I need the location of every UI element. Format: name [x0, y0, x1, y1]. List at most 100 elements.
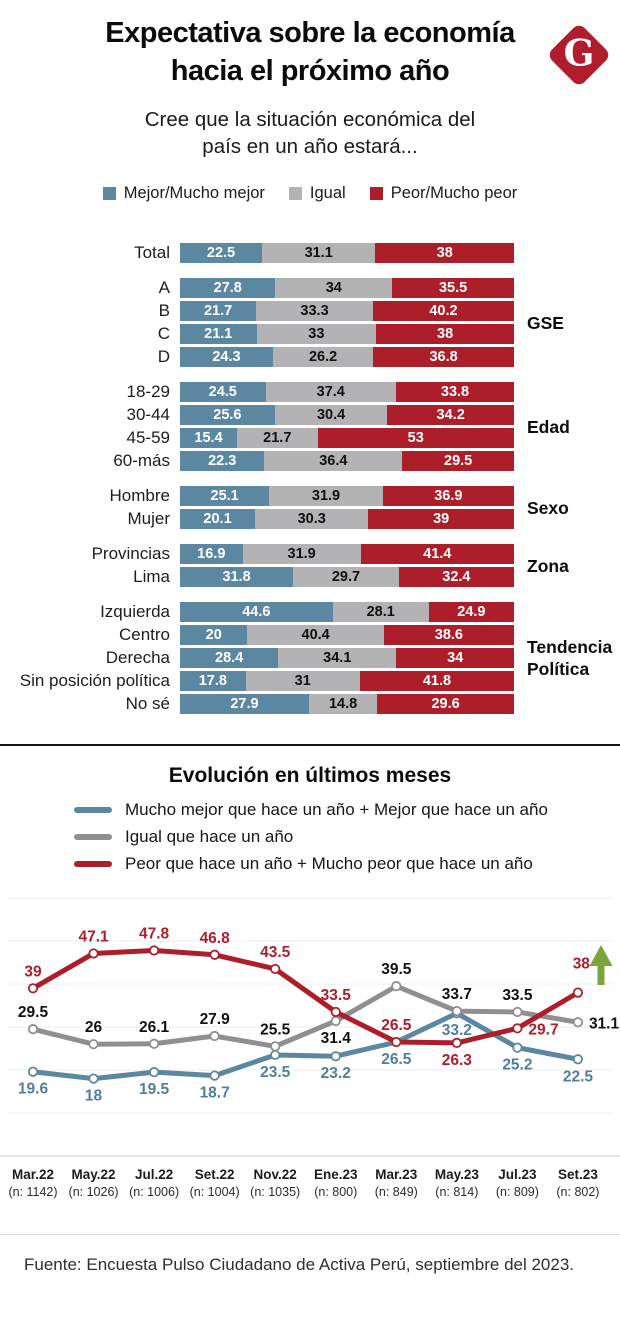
bar-track: 27.9 14.8 29.6: [180, 694, 514, 714]
bar-segment: 41.8: [359, 671, 514, 691]
x-tick-label: Mar.23: [375, 1167, 418, 1182]
group-label: Zona: [527, 555, 569, 576]
bar-segment: 27.9: [180, 694, 309, 714]
line-legend-item: Peor que hace un año + Mucho peor que ha…: [74, 854, 620, 874]
bar-segment: 35.5: [392, 278, 514, 298]
data-point: [149, 945, 160, 956]
data-point: [88, 1039, 99, 1050]
up-arrow-icon: [589, 945, 613, 985]
bar-segment: 36.8: [373, 347, 514, 367]
bar-segment: 27.8: [180, 278, 276, 298]
bar-track: 16.9 31.9 41.4: [180, 544, 514, 564]
legend-item: Peor/Mucho peor: [369, 184, 517, 203]
bar-segment: 29.6: [377, 694, 514, 714]
bar-row: Lima 31.8 29.7 32.4: [8, 567, 514, 587]
bar-row: Izquierda 44.6 28.1 24.9: [8, 602, 514, 622]
bar-track: 21.7 33.3 40.2: [180, 301, 514, 321]
category-label: No sé: [125, 694, 170, 713]
line-legend-item: Mucho mejor que hace un año + Mejor que …: [74, 800, 620, 820]
bar-segment: 53: [317, 428, 514, 448]
category-label: A: [158, 278, 170, 297]
bar-segment: 21.7: [180, 301, 257, 321]
bar-segment: 24.9: [428, 602, 514, 622]
data-point: [330, 1015, 341, 1027]
bar-segment: 33.8: [396, 382, 514, 402]
bar-value: 15.4: [194, 430, 223, 446]
data-point: [209, 1070, 220, 1081]
bar-segment: 40.2: [372, 301, 514, 321]
data-value-label: 18.7: [200, 1085, 230, 1102]
x-tick-n-label: (n: 1026): [69, 1185, 119, 1199]
bar-group: Total 22.5 31.1 38: [8, 243, 614, 263]
data-value-label: 19.5: [139, 1081, 170, 1098]
data-value-label: 25.5: [260, 1021, 291, 1038]
bar-segment: 44.6: [180, 602, 333, 622]
section-divider: [0, 744, 620, 746]
bar-row: Total 22.5 31.1 38: [8, 243, 514, 263]
bar-segment: 24.5: [180, 382, 266, 402]
x-tick-n-label: (n: 1035): [250, 1185, 300, 1199]
data-value-label: 47.1: [78, 928, 109, 945]
bar-row: A 27.8 34 35.5: [8, 278, 514, 298]
bar-group: Izquierda 44.6 28.1 24.9 Centro 20 40.4 38.6 Der…: [8, 602, 614, 714]
source-note: Fuente: Encuesta Pulso Ciudadano de Acti…: [24, 1255, 575, 1274]
bar-value: 32.4: [442, 569, 471, 585]
bar-track: 44.6 28.1 24.9: [180, 602, 514, 622]
bar-row: Provincias 16.9 31.9 41.4: [8, 544, 514, 564]
data-point: [270, 1049, 281, 1061]
bar-value: 33.8: [440, 384, 470, 400]
line-legend-label: Peor que hace un año + Mucho peor que ha…: [125, 854, 533, 873]
bar-segment: 25.1: [180, 486, 270, 506]
subtitle: Cree que la situación económica del país…: [144, 108, 476, 158]
bar-value: 33.3: [300, 303, 329, 319]
data-point: [27, 983, 39, 994]
bar-value: 29.6: [431, 696, 460, 712]
data-point: [27, 1066, 39, 1077]
category-label: Mujer: [127, 509, 170, 528]
bar-segment: 16.9: [180, 544, 243, 564]
data-point: [451, 1037, 462, 1049]
bar-segment: 26.2: [272, 347, 374, 367]
x-tick-n-label: (n: 814): [435, 1185, 478, 1199]
bar-segment: 32.4: [398, 567, 514, 587]
category-label: C: [157, 324, 170, 343]
bar-rows: Total 22.5 31.1 38: [8, 243, 514, 263]
legend-swatch-icon: [369, 187, 383, 200]
bar-segment: 33: [256, 324, 377, 344]
bar-segment: 38: [375, 243, 514, 263]
bar-value: 20: [205, 627, 222, 643]
bar-value: 21.1: [204, 326, 233, 342]
bar-value: 26.2: [308, 349, 338, 365]
bar-segment: 21.1: [180, 324, 257, 344]
data-value-label: 33.2: [442, 1022, 472, 1039]
bar-segment: 41.4: [360, 544, 514, 564]
bar-value: 38: [436, 245, 453, 261]
stacked-bar-chart: Total 22.5 31.1 38 A 27.8 34 35.5 B 21.7 33.3 40.2 C…: [8, 243, 614, 714]
data-point: [572, 1054, 584, 1065]
category-label: D: [157, 347, 170, 366]
bar-track: 17.8 31 41.8: [180, 671, 514, 691]
bar-segment: 31.9: [269, 486, 383, 506]
bar-value: 44.6: [242, 604, 271, 620]
bar-value: 30.3: [297, 511, 326, 527]
legend-item: Igual: [288, 184, 346, 203]
data-point: [512, 1023, 523, 1034]
data-value-label: 25.2: [502, 1057, 532, 1074]
bar-segment: 34: [275, 278, 393, 298]
bar-track: 15.4 21.7 53: [180, 428, 514, 448]
bar-track: 24.5 37.4 33.8: [180, 382, 514, 402]
bar-segment: 36.9: [382, 486, 514, 506]
bar-track: 27.8 34 35.5: [180, 278, 514, 298]
bar-segment: 22.5: [180, 243, 263, 263]
bar-value: 24.5: [208, 384, 237, 400]
bar-value: 34: [325, 280, 342, 296]
data-point: [270, 1041, 281, 1052]
bar-value: 20.1: [203, 511, 232, 527]
x-tick-label: May.23: [435, 1167, 480, 1182]
bar-rows: Izquierda 44.6 28.1 24.9 Centro 20 40.4 38.6 Der…: [8, 602, 514, 714]
category-label: B: [158, 301, 170, 320]
data-value-label: 31.1: [589, 1015, 620, 1032]
group-label: Sexo: [527, 497, 569, 518]
bar-value: 40.4: [301, 627, 330, 643]
data-point: [512, 1006, 523, 1018]
